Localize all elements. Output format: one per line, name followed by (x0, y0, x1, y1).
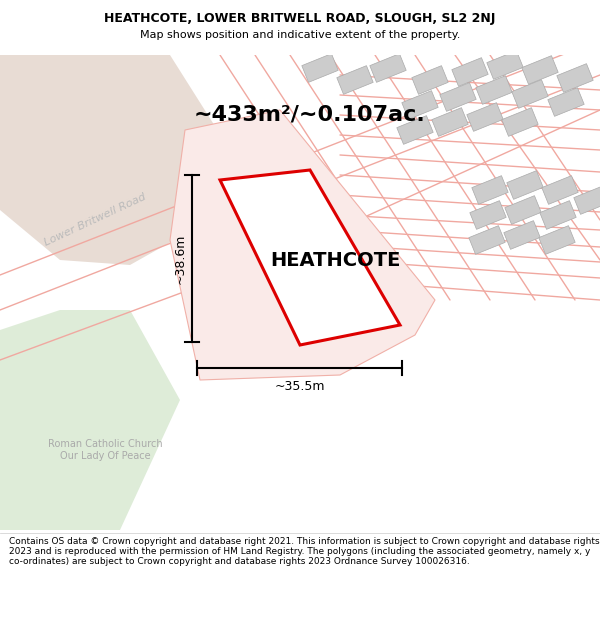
Text: HEATHCOTE: HEATHCOTE (270, 251, 400, 269)
Polygon shape (557, 64, 593, 92)
Polygon shape (574, 186, 600, 214)
Polygon shape (540, 201, 576, 229)
Polygon shape (402, 91, 438, 119)
Polygon shape (487, 51, 523, 79)
Polygon shape (504, 221, 540, 249)
Polygon shape (452, 58, 488, 86)
Polygon shape (440, 82, 476, 111)
Polygon shape (502, 107, 538, 136)
Polygon shape (505, 196, 541, 224)
Polygon shape (0, 310, 180, 530)
Polygon shape (539, 226, 575, 254)
Text: HEATHCOTE, LOWER BRITWELL ROAD, SLOUGH, SL2 2NJ: HEATHCOTE, LOWER BRITWELL ROAD, SLOUGH, … (104, 12, 496, 25)
Polygon shape (220, 170, 400, 345)
Polygon shape (507, 171, 543, 199)
Text: ~433m²/~0.107ac.: ~433m²/~0.107ac. (194, 105, 426, 125)
Polygon shape (542, 176, 578, 204)
Text: Roman Catholic Church
Our Lady Of Peace: Roman Catholic Church Our Lady Of Peace (47, 439, 163, 461)
Polygon shape (522, 56, 558, 84)
Text: Contains OS data © Crown copyright and database right 2021. This information is : Contains OS data © Crown copyright and d… (9, 537, 599, 566)
Polygon shape (512, 79, 548, 108)
Polygon shape (0, 55, 230, 265)
Polygon shape (412, 66, 448, 94)
Polygon shape (397, 116, 433, 144)
Text: Lower Britwell Road: Lower Britwell Road (43, 192, 148, 248)
Text: ~38.6m: ~38.6m (174, 233, 187, 284)
Polygon shape (469, 226, 505, 254)
Polygon shape (470, 201, 506, 229)
Text: Map shows position and indicative extent of the property.: Map shows position and indicative extent… (140, 29, 460, 39)
Polygon shape (476, 76, 512, 104)
Text: ~35.5m: ~35.5m (274, 380, 325, 393)
Polygon shape (337, 66, 373, 94)
Polygon shape (548, 88, 584, 116)
Polygon shape (472, 176, 508, 204)
Polygon shape (432, 107, 468, 136)
Polygon shape (302, 54, 338, 82)
Polygon shape (170, 110, 435, 380)
Polygon shape (370, 54, 406, 82)
Polygon shape (467, 102, 503, 131)
